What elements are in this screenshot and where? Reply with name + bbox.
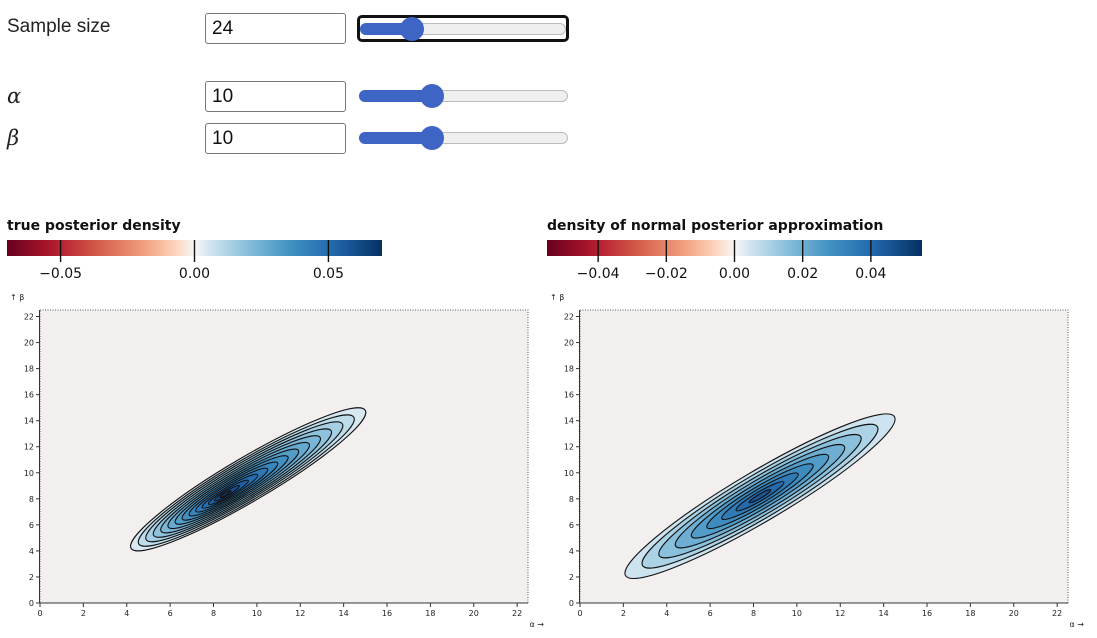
x-tick-label: 20 <box>1009 609 1019 618</box>
y-tick-label: 16 <box>24 391 34 400</box>
y-axis-label: ↑ β <box>550 293 564 302</box>
y-tick-label: 4 <box>569 547 574 556</box>
slider-thumb[interactable] <box>420 126 445 150</box>
contour-band <box>748 489 772 504</box>
slider-thumb[interactable] <box>420 84 445 108</box>
sample-size-label: Sample size <box>7 16 111 37</box>
y-tick-label: 2 <box>569 573 574 582</box>
y-tick-label: 18 <box>564 365 574 374</box>
x-tick-label: 16 <box>382 609 392 618</box>
slider-fill <box>360 22 412 35</box>
x-tick-label: 22 <box>1052 609 1062 618</box>
y-tick-label: 20 <box>24 339 34 348</box>
x-tick-label: 2 <box>621 609 626 618</box>
y-tick-label: 12 <box>564 443 574 452</box>
x-tick-label: 6 <box>708 609 713 618</box>
y-axis-label: ↑ β <box>10 293 24 302</box>
x-tick-label: 14 <box>339 609 349 618</box>
y-tick-label: 14 <box>24 417 34 426</box>
y-tick-label: 10 <box>564 469 574 478</box>
x-tick-label: 6 <box>168 609 173 618</box>
y-tick-label: 8 <box>569 495 574 504</box>
colorbar-tick-label: 0.00 <box>719 266 750 282</box>
colorbar-legend-true-posterior: −0.05 0.00 0.05 <box>7 240 382 282</box>
y-tick-label: 22 <box>24 313 34 322</box>
x-axis-label: α → <box>1069 620 1084 629</box>
x-tick-label: 10 <box>792 609 802 618</box>
colorbar-legend-normal-approximation: −0.04 −0.02 0.00 0.02 0.04 <box>547 240 922 282</box>
x-tick-label: 8 <box>211 609 216 618</box>
x-tick-label: 8 <box>751 609 756 618</box>
contour-plot-true-posterior: 0 2 4 6 8 10 12 14 16 18 20 22 0 2 4 6 8 10 12 14 16 18 20 22 ↑ … <box>10 293 544 629</box>
y-tick-label: 10 <box>24 469 34 478</box>
chart-title-true-posterior: true posterior density <box>7 218 181 234</box>
x-tick-label: 16 <box>922 609 932 618</box>
y-tick-label: 4 <box>29 547 34 556</box>
x-tick-label: 20 <box>469 609 479 618</box>
y-tick-label: 6 <box>29 521 34 530</box>
y-tick-label: 20 <box>564 339 574 348</box>
colorbar-tick-label: −0.02 <box>645 266 688 282</box>
x-tick-label: 0 <box>577 609 582 618</box>
y-tick-label: 2 <box>29 573 34 582</box>
sample-size-input[interactable] <box>205 13 346 44</box>
contour-band <box>219 490 232 499</box>
contour-plot-normal-approximation: 0 2 4 6 8 10 12 14 16 18 20 22 0 2 4 6 8 10 12 14 16 18 20 22 ↑ … <box>550 293 1084 629</box>
colorbar-tick-label: −0.04 <box>577 266 620 282</box>
x-tick-label: 18 <box>425 609 435 618</box>
colorbar-tick-label: 0.04 <box>855 266 886 282</box>
beta-input[interactable] <box>205 123 346 154</box>
x-axis-label: α → <box>529 620 544 629</box>
slider-fill <box>359 90 433 102</box>
sample-size-slider[interactable] <box>357 15 569 42</box>
colorbar-tick-label: 0.02 <box>787 266 818 282</box>
x-tick-label: 18 <box>965 609 975 618</box>
y-tick-label: 18 <box>24 365 34 374</box>
alpha-input[interactable] <box>205 81 346 112</box>
y-tick-label: 16 <box>564 391 574 400</box>
beta-label: β <box>7 126 20 150</box>
x-tick-label: 12 <box>835 609 845 618</box>
x-tick-label: 22 <box>512 609 522 618</box>
y-tick-label: 14 <box>564 417 574 426</box>
slider-fill <box>359 132 433 144</box>
x-tick-label: 2 <box>81 609 86 618</box>
x-tick-label: 10 <box>252 609 262 618</box>
beta-slider[interactable] <box>359 123 568 153</box>
alpha-slider[interactable] <box>359 81 568 111</box>
colorbar-tick-label: −0.05 <box>39 266 82 282</box>
y-tick-label: 12 <box>24 443 34 452</box>
x-tick-label: 4 <box>124 609 129 618</box>
y-tick-label: 22 <box>564 313 574 322</box>
colorbar-tick-label: 0.05 <box>313 266 344 282</box>
chart-title-normal-approximation: density of normal posterior approximatio… <box>547 218 884 234</box>
alpha-label: α <box>7 84 22 108</box>
colorbar-tick-label: 0.00 <box>179 266 210 282</box>
slider-thumb[interactable] <box>399 16 424 41</box>
y-tick-label: 8 <box>29 495 34 504</box>
x-tick-label: 0 <box>37 609 42 618</box>
x-tick-label: 14 <box>879 609 889 618</box>
y-tick-label: 6 <box>569 521 574 530</box>
x-tick-label: 4 <box>664 609 669 618</box>
y-tick-label: 0 <box>569 599 574 608</box>
y-tick-label: 0 <box>29 599 34 608</box>
x-tick-label: 12 <box>295 609 305 618</box>
